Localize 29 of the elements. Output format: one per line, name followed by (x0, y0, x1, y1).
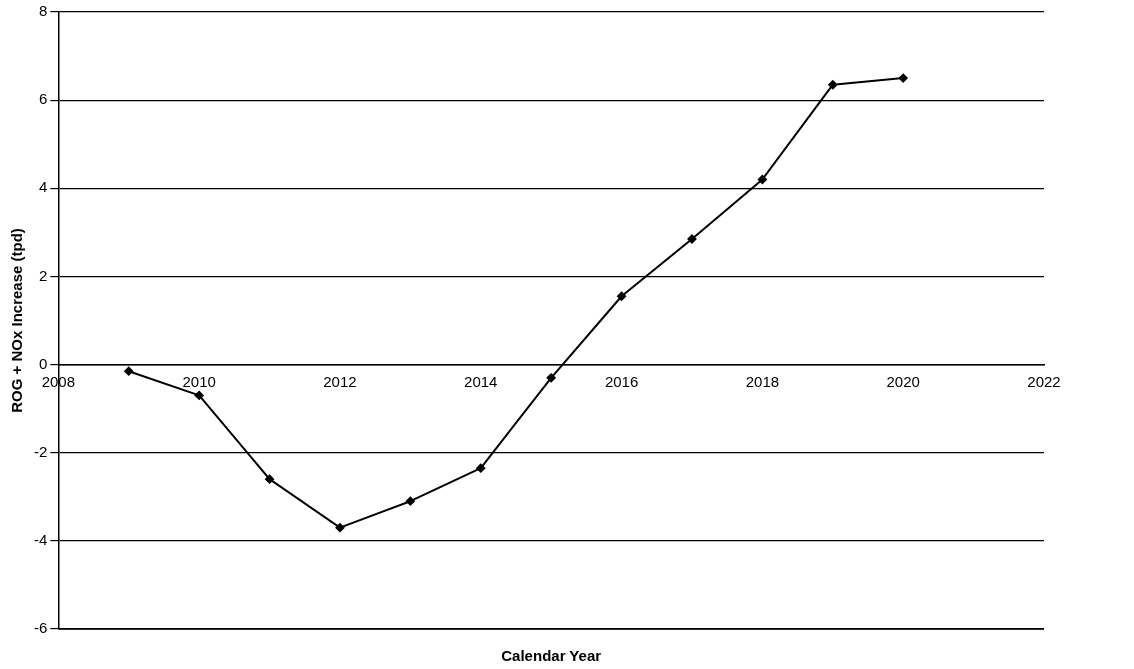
y-tick-label: 2 (38, 266, 48, 284)
y-axis-title: ROG + NOx Increase (tpd) (8, 228, 26, 413)
y-tick-label: 8 (38, 2, 48, 20)
point (405, 496, 415, 506)
point (265, 474, 275, 484)
point (687, 234, 697, 244)
point (476, 463, 486, 473)
x-tick-label: 2014 (464, 372, 498, 390)
point (335, 523, 345, 533)
x-tick-label: 2018 (745, 372, 780, 390)
y-tick-label: -6 (33, 619, 48, 637)
point (124, 366, 134, 376)
y-tick-label: -2 (33, 442, 48, 460)
point (617, 291, 627, 301)
x-tick-label: 2012 (323, 372, 357, 390)
y-tick-label: 6 (38, 90, 48, 108)
point (898, 73, 908, 83)
x-axis-title: Calendar Year (501, 647, 602, 665)
x-tick-label: 2010 (182, 372, 216, 390)
point (194, 390, 204, 400)
point (757, 174, 767, 184)
x-tick-label: 2016 (604, 372, 639, 390)
x-tick-label: 2022 (1027, 372, 1061, 390)
y-tick-label: 0 (38, 354, 48, 372)
y-tick-label: -4 (33, 531, 48, 548)
y-tick-label: 4 (38, 178, 48, 196)
point (828, 80, 838, 90)
x-tick-label: 2020 (886, 372, 920, 390)
point (546, 373, 556, 383)
